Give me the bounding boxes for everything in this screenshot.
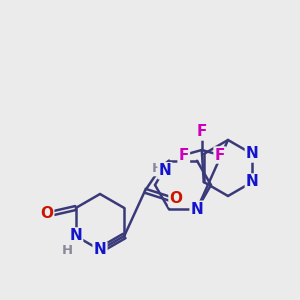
Text: N: N — [159, 163, 171, 178]
Text: F: F — [196, 124, 207, 140]
Text: N: N — [246, 175, 259, 190]
Text: H: H — [62, 244, 73, 256]
Text: N: N — [94, 242, 106, 257]
Text: O: O — [40, 206, 53, 220]
Text: H: H — [152, 162, 163, 175]
Text: N: N — [69, 229, 82, 244]
Text: F: F — [178, 148, 189, 163]
Text: N: N — [246, 146, 259, 161]
Text: N: N — [190, 202, 203, 217]
Text: F: F — [214, 148, 225, 163]
Text: O: O — [169, 191, 182, 206]
